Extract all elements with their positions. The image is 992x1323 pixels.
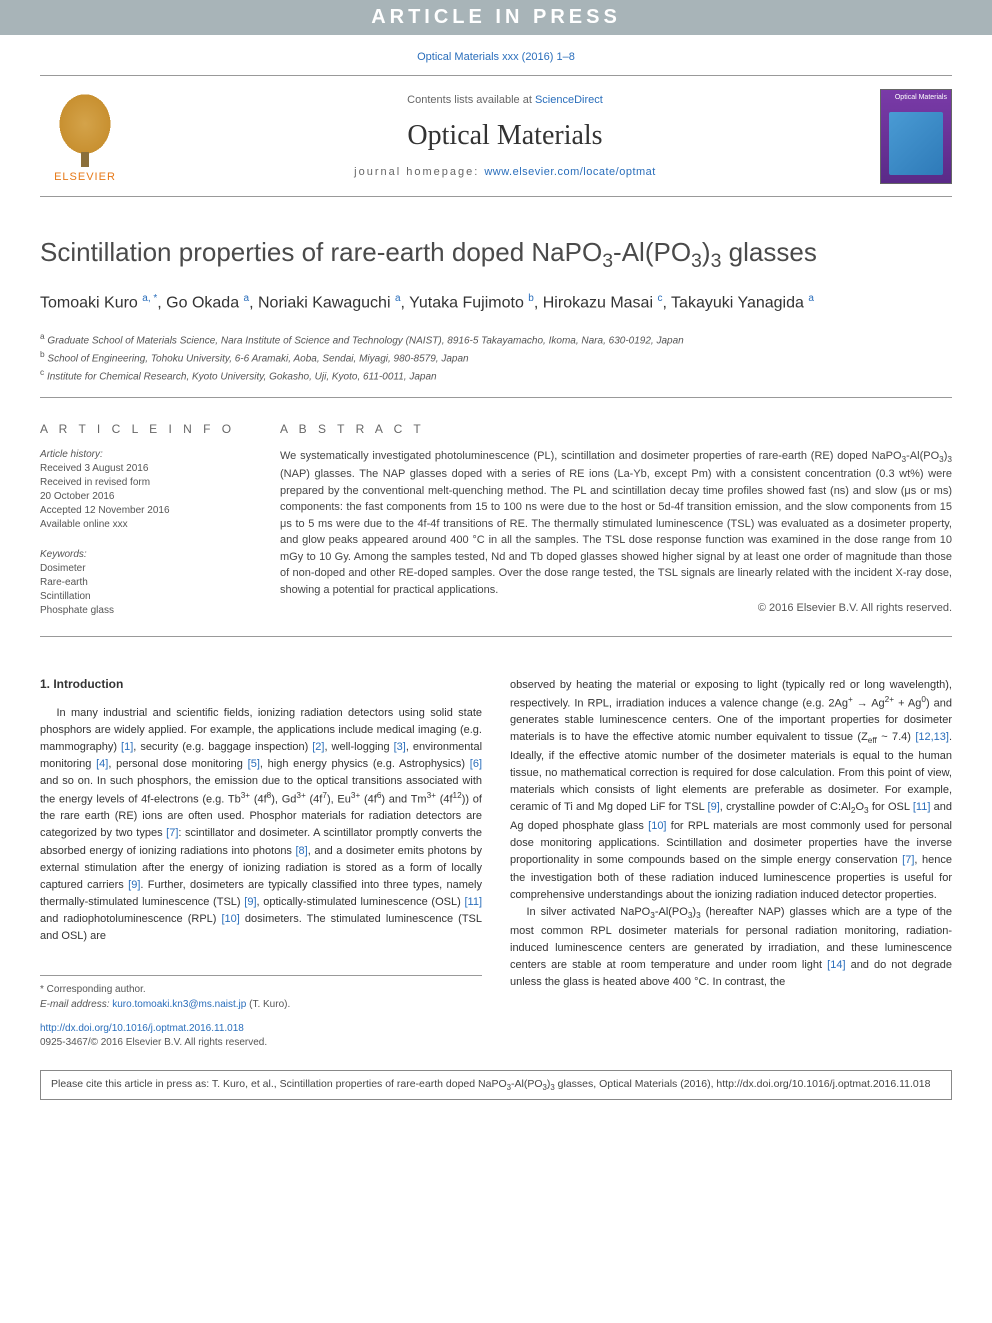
body-col-right-text: observed by heating the material or expo… xyxy=(510,677,952,991)
cite-box: Please cite this article in press as: T.… xyxy=(40,1070,952,1100)
affiliation-line: c Institute for Chemical Research, Kyoto… xyxy=(40,366,952,384)
article-info-column: A R T I C L E I N F O Article history: R… xyxy=(40,422,250,618)
abstract-copyright: © 2016 Elsevier B.V. All rights reserved… xyxy=(280,602,952,614)
abstract-text: We systematically investigated photolumi… xyxy=(280,448,952,599)
keyword-line: Rare-earth xyxy=(40,576,250,590)
homepage-prefix: journal homepage: xyxy=(354,166,484,178)
history-label: Article history: xyxy=(40,448,250,462)
authors-list: Tomoaki Kuro a, *, Go Okada a, Noriaki K… xyxy=(40,291,952,315)
journal-cover-thumbnail[interactable]: Optical Materials xyxy=(880,89,952,184)
corresponding-footnote: * Corresponding author. E-mail address: … xyxy=(40,975,482,1012)
keyword-line: Dosimeter xyxy=(40,562,250,576)
contents-prefix: Contents lists available at xyxy=(407,94,535,106)
keywords-label: Keywords: xyxy=(40,548,250,562)
body-col-left-text: In many industrial and scientific fields… xyxy=(40,705,482,945)
email-line: E-mail address: kuro.tomoaki.kn3@ms.nais… xyxy=(40,997,482,1012)
elsevier-tree-icon xyxy=(55,89,115,159)
contents-line: Contents lists available at ScienceDirec… xyxy=(130,94,880,106)
sciencedirect-link[interactable]: ScienceDirect xyxy=(535,94,603,106)
history-line: Received in revised form xyxy=(40,476,250,490)
corresponding-email-link[interactable]: kuro.tomoaki.kn3@ms.naist.jp xyxy=(112,999,246,1010)
article-title: Scintillation properties of rare-earth d… xyxy=(40,237,952,273)
keyword-line: Phosphate glass xyxy=(40,604,250,618)
history-line: Accepted 12 November 2016 xyxy=(40,504,250,518)
history-line: Received 3 August 2016 xyxy=(40,462,250,476)
email-suffix: (T. Kuro). xyxy=(246,999,290,1010)
body-columns: 1. Introduction In many industrial and s… xyxy=(40,677,952,1050)
corresponding-author: * Corresponding author. xyxy=(40,982,482,997)
affiliations: a Graduate School of Materials Science, … xyxy=(40,330,952,398)
keywords-block: Keywords: DosimeterRare-earthScintillati… xyxy=(40,548,250,618)
header-center: Contents lists available at ScienceDirec… xyxy=(130,94,880,178)
history-line: 20 October 2016 xyxy=(40,490,250,504)
homepage-link[interactable]: www.elsevier.com/locate/optmat xyxy=(484,166,656,178)
article-info-label: A R T I C L E I N F O xyxy=(40,422,250,436)
journal-title: Optical Materials xyxy=(130,120,880,152)
journal-header: ELSEVIER Contents lists available at Sci… xyxy=(40,75,952,197)
abstract-label: A B S T R A C T xyxy=(280,422,952,436)
article-in-press-banner: ARTICLE IN PRESS xyxy=(0,0,992,35)
homepage-line: journal homepage: www.elsevier.com/locat… xyxy=(130,166,880,178)
abstract-column: A B S T R A C T We systematically invest… xyxy=(280,422,952,618)
body-col-left: 1. Introduction In many industrial and s… xyxy=(40,677,482,1050)
history-line: Available online xxx xyxy=(40,518,250,532)
doi-copyright-block: http://dx.doi.org/10.1016/j.optmat.2016.… xyxy=(40,1022,482,1050)
doi-link[interactable]: http://dx.doi.org/10.1016/j.optmat.2016.… xyxy=(40,1023,244,1034)
email-label: E-mail address: xyxy=(40,999,112,1010)
affiliation-line: a Graduate School of Materials Science, … xyxy=(40,330,952,348)
doi-top-link[interactable]: Optical Materials xxx (2016) 1–8 xyxy=(417,51,575,63)
elsevier-logo-text: ELSEVIER xyxy=(54,171,116,183)
doi-top-line: Optical Materials xxx (2016) 1–8 xyxy=(0,35,992,75)
cover-art xyxy=(889,112,943,175)
body-col-right: observed by heating the material or expo… xyxy=(510,677,952,1050)
elsevier-logo[interactable]: ELSEVIER xyxy=(40,86,130,186)
section-1-heading: 1. Introduction xyxy=(40,677,482,691)
affiliation-line: b School of Engineering, Tohoku Universi… xyxy=(40,348,952,366)
cover-label: Optical Materials xyxy=(895,94,947,101)
article-history-block: Article history: Received 3 August 2016R… xyxy=(40,448,250,532)
issn-copyright: 0925-3467/© 2016 Elsevier B.V. All right… xyxy=(40,1036,482,1050)
keyword-line: Scintillation xyxy=(40,590,250,604)
